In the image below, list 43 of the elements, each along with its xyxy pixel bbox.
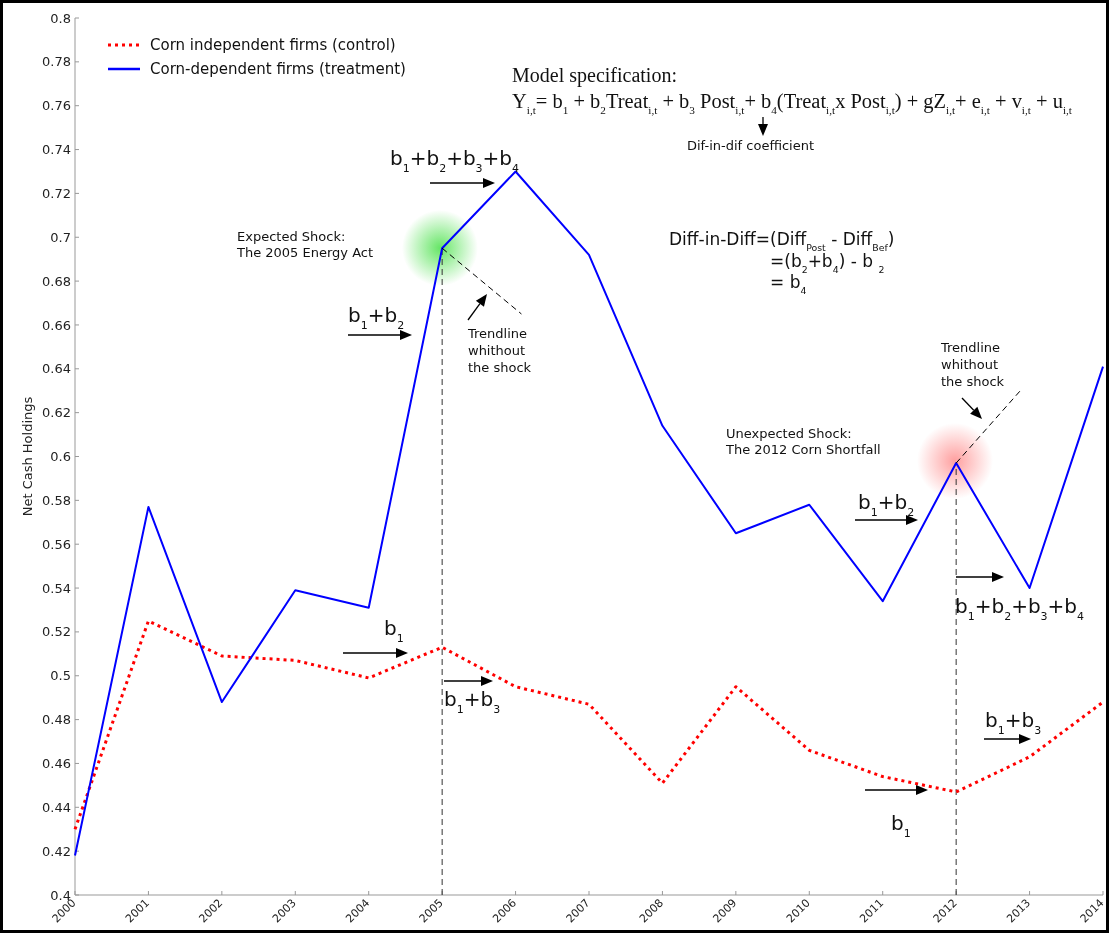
y-tick-label: 0.74 xyxy=(42,142,71,158)
annotation: Trendline whithout the shock xyxy=(467,326,532,375)
annotation: b$_{1}$ xyxy=(384,616,404,645)
annotation: b$_{1}$ xyxy=(891,811,911,840)
annotation: b$_{1}$+b$_{2}$ xyxy=(348,303,405,332)
annotation: Diff-in-Diff=(Diff$_{Post}$ - Diff$_{Bef}$) xyxy=(669,229,895,253)
y-tick-label: 0.56 xyxy=(42,536,71,552)
y-tick-label: 0.7 xyxy=(50,229,71,245)
y-tick-label: 0.5 xyxy=(50,668,71,684)
y-tick-label: 0.52 xyxy=(42,624,71,640)
y-tick-label: 0.78 xyxy=(42,54,71,70)
y-tick-label: 0.6 xyxy=(50,449,71,465)
y-tick-label: 0.48 xyxy=(42,712,71,728)
text: Y$_{i,t}$= b$_{1}$ + b$_{2}$Treat$_{i,t}$ + b$_{3}$ Post$_{i,t}$+ b$_{4}$(Treat$_{i,t}$x Post$_{i,t}$) + gZ$_{i,t}$+ e$_{i,t}$ + v$_{i,t}$ + u$_{i,t}$ xyxy=(512,90,1072,116)
annotation: b$_{1}$+b$_{3}$ xyxy=(444,687,501,716)
y-tick-label: 0.62 xyxy=(42,405,71,421)
annotation: Trendline whithout the shock xyxy=(940,340,1005,389)
y-tick-label: 0.42 xyxy=(42,843,71,859)
y-tick-label: 0.64 xyxy=(42,361,71,377)
annotation: Unexpected Shock: The 2012 Corn Shortfall xyxy=(725,426,881,457)
annotation: = b$_{4}$ xyxy=(770,272,807,296)
y-tick-label: 0.68 xyxy=(42,273,71,289)
y-tick-label: 0.66 xyxy=(42,317,71,333)
legend-label: Corn-dependent firms (treatment) xyxy=(150,60,406,79)
annotation: b$_{1}$+b$_{2}$+b$_{3}$+b$_{4}$ xyxy=(390,146,520,175)
annotation: Expected Shock: The 2005 Energy Act xyxy=(236,229,374,260)
line-series xyxy=(74,170,1104,857)
annotation: b$_{1}$+b$_{2}$ xyxy=(858,490,915,519)
y-tick-label: 0.72 xyxy=(42,185,71,201)
y-axis-title: Net Cash Holdings xyxy=(20,396,35,517)
line-series xyxy=(73,619,1105,831)
annotation: =(b$_{2}$+b$_{4}$) - b $_{2}$ xyxy=(770,251,885,275)
y-tick-label: 0.58 xyxy=(42,492,71,508)
legend-label: Corn independent firms (control) xyxy=(150,36,396,55)
y-tick-label: 0.76 xyxy=(42,98,71,114)
y-tick-label: 0.54 xyxy=(42,580,71,596)
annotation: b$_{1}$+b$_{3}$ xyxy=(985,708,1042,737)
annotation: Model specification: xyxy=(512,64,677,87)
annotation: Dif-in-dif coefficient xyxy=(687,138,815,153)
annotation: b$_{1}$+b$_{2}$+b$_{3}$+b$_{4}$ xyxy=(955,594,1085,623)
y-tick-label: 0.44 xyxy=(42,799,71,815)
y-tick-label: 0.46 xyxy=(42,756,71,771)
y-tick-label: 0.8 xyxy=(50,10,71,26)
